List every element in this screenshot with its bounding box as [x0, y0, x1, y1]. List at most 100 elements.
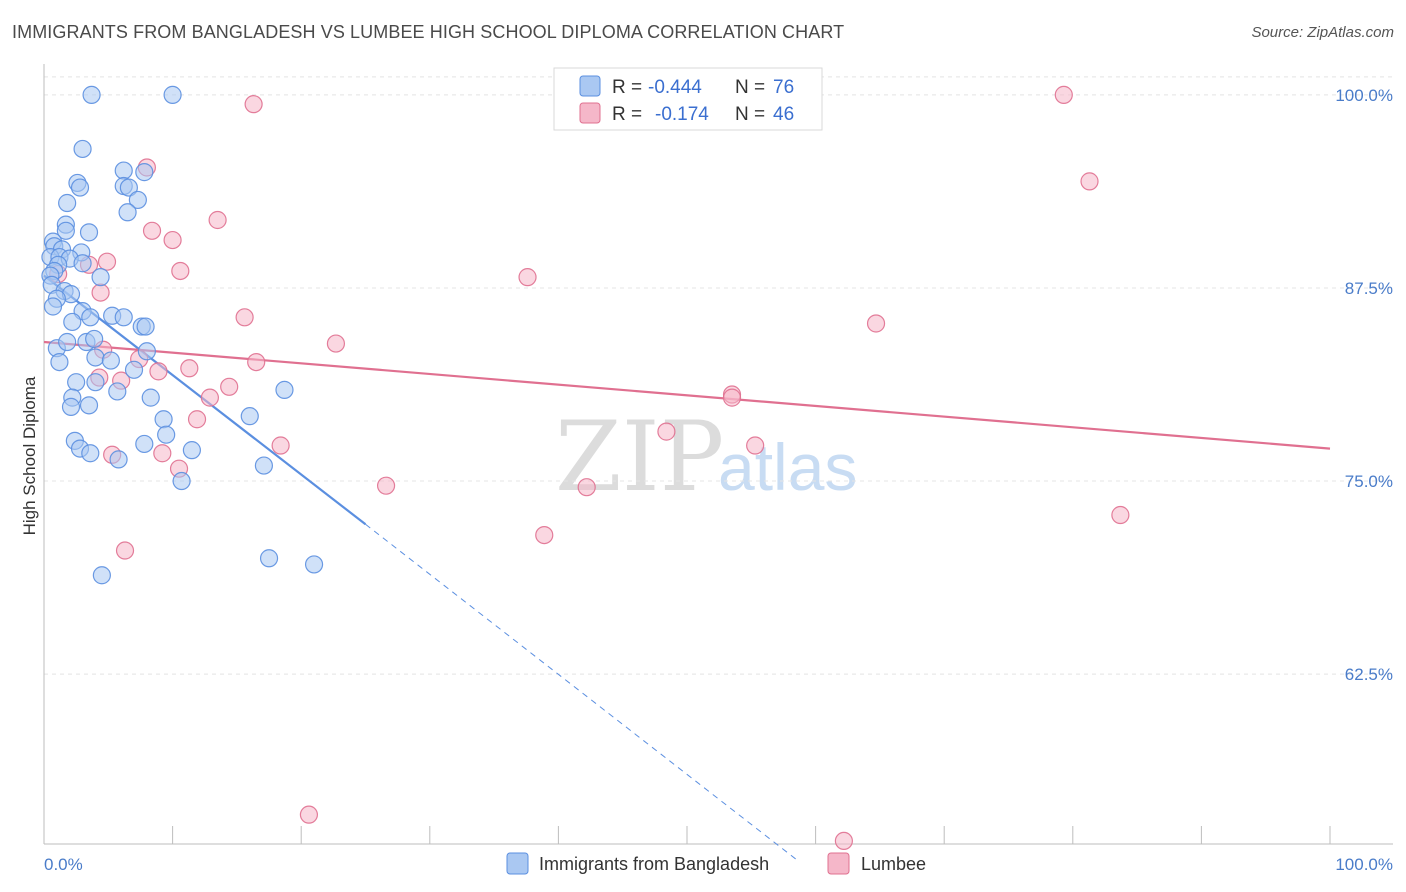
bottom-legend-swatch-lumbee — [827, 852, 850, 875]
lumbee-point-5 — [142, 221, 162, 240]
lumbee-point-1 — [244, 95, 263, 114]
lumbee-point-30 — [746, 436, 765, 455]
y-tick-labels: 62.5% 75.0% 87.5% 100.0% — [1335, 86, 1393, 684]
gridlines — [44, 76, 1393, 675]
bangladesh-point-40 — [58, 332, 77, 352]
lumbee-point-19 — [149, 362, 168, 381]
bangladesh-point-26 — [91, 268, 110, 287]
lumbee-point-36 — [1111, 505, 1130, 525]
lumbee-point-14 — [866, 314, 886, 333]
lumbee-point-13 — [235, 308, 254, 327]
lumbee-point-7 — [97, 252, 117, 271]
y-tick-label-1: 75.0% — [1345, 472, 1393, 491]
lumbee-point-38 — [115, 541, 135, 560]
bottom-legend: Immigrants from Bangladesh Lumbee — [506, 852, 926, 875]
bangladesh-point-55 — [61, 397, 81, 416]
lumbee-point-3 — [1080, 172, 1099, 191]
bangladesh-point-50 — [108, 382, 127, 401]
y-tick-label-2: 87.5% — [1345, 279, 1393, 298]
source-label: Source: ZipAtlas.com — [1251, 24, 1394, 41]
bangladesh-point-14 — [79, 223, 99, 242]
bottom-legend-label-lumbee: Lumbee — [861, 854, 926, 874]
bangladesh-point-67 — [259, 549, 279, 568]
trend-lines — [43, 274, 1331, 860]
bangladesh-point-45 — [101, 351, 120, 370]
bangladesh-point-69 — [92, 566, 111, 585]
bangladesh-point-11 — [118, 203, 137, 222]
watermark-zip: ZIP — [555, 401, 724, 513]
axes — [43, 64, 1393, 845]
trend-line-extension-0 — [365, 523, 797, 860]
bangladesh-point-66 — [172, 471, 191, 491]
lumbee-point-15 — [326, 334, 346, 353]
y-axis-label: High School Diploma — [20, 376, 39, 535]
lumbee-point-31 — [153, 444, 172, 463]
lumbee-point-18 — [247, 352, 266, 372]
bangladesh-point-10 — [58, 193, 77, 213]
lumbee-point-35 — [577, 478, 596, 497]
scatter-points — [41, 85, 1130, 851]
lumbee-point-28 — [657, 422, 676, 441]
lumbee-point-29 — [271, 436, 290, 455]
lumbee-point-39 — [299, 805, 319, 824]
legend-r-value-2: -0.174 — [655, 104, 709, 125]
bangladesh-point-42 — [85, 329, 104, 349]
bangladesh-point-0 — [82, 85, 101, 104]
bangladesh-point-35 — [114, 308, 133, 327]
legend-r-label-2: R = — [612, 104, 642, 125]
legend-r-value-1: -0.444 — [648, 77, 702, 98]
bangladesh-point-2 — [73, 139, 92, 159]
bangladesh-point-9 — [128, 190, 147, 210]
lumbee-point-9 — [171, 261, 190, 281]
bangladesh-point-1 — [163, 85, 182, 104]
legend-n-value-2: 46 — [773, 104, 794, 125]
bangladesh-point-44 — [86, 348, 105, 367]
lumbee-point-37 — [535, 525, 554, 545]
bangladesh-point-3 — [114, 161, 133, 180]
bangladesh-point-4 — [135, 163, 154, 182]
bangladesh-point-62 — [182, 441, 201, 460]
legend-n-label-1: N = — [735, 77, 765, 98]
bangladesh-point-6 — [70, 178, 90, 197]
lumbee-point-12 — [91, 283, 110, 302]
bangladesh-point-13 — [56, 221, 75, 240]
bottom-legend-swatch-bangladesh — [506, 852, 529, 875]
bangladesh-point-63 — [81, 444, 100, 463]
bangladesh-point-47 — [124, 360, 144, 379]
lumbee-point-26 — [722, 388, 742, 407]
bangladesh-point-31 — [43, 297, 63, 316]
lumbee-point-24 — [200, 388, 219, 407]
lumbee-point-20 — [180, 359, 199, 378]
bangladesh-point-58 — [157, 425, 176, 444]
bangladesh-point-38 — [136, 317, 155, 336]
lumbee-point-27 — [187, 410, 207, 429]
bottom-legend-label-bangladesh: Immigrants from Bangladesh — [539, 854, 769, 874]
lumbee-point-23 — [220, 377, 239, 396]
bangladesh-point-54 — [79, 396, 99, 415]
legend-r-label-1: R = — [612, 77, 642, 98]
lumbee-point-4 — [208, 210, 227, 230]
bangladesh-point-33 — [81, 308, 100, 327]
x-tick-label-min: 0.0% — [44, 855, 83, 874]
x-tick-label-max: 100.0% — [1335, 855, 1393, 874]
bangladesh-point-49 — [86, 373, 105, 392]
bangladesh-point-43 — [137, 342, 156, 361]
bangladesh-point-52 — [275, 380, 294, 400]
bangladesh-point-65 — [254, 456, 274, 475]
bangladesh-point-48 — [67, 373, 86, 392]
bangladesh-point-36 — [63, 312, 82, 332]
y-tick-label-3: 100.0% — [1335, 86, 1393, 105]
legend-swatch-lumbee — [579, 102, 601, 124]
lumbee-point-6 — [163, 230, 182, 250]
chart-title: IMMIGRANTS FROM BANGLADESH VS LUMBEE HIG… — [12, 22, 845, 42]
bangladesh-point-57 — [154, 410, 173, 429]
bangladesh-point-60 — [135, 434, 154, 454]
legend-box: R = -0.444 N = 76 R = -0.174 N = 46 — [553, 67, 823, 131]
lumbee-point-40 — [834, 831, 853, 851]
bangladesh-point-8 — [119, 178, 138, 197]
bangladesh-point-23 — [73, 254, 92, 273]
legend-n-value-1: 76 — [773, 77, 794, 98]
bangladesh-point-46 — [50, 352, 69, 372]
lumbee-point-34 — [376, 476, 396, 495]
